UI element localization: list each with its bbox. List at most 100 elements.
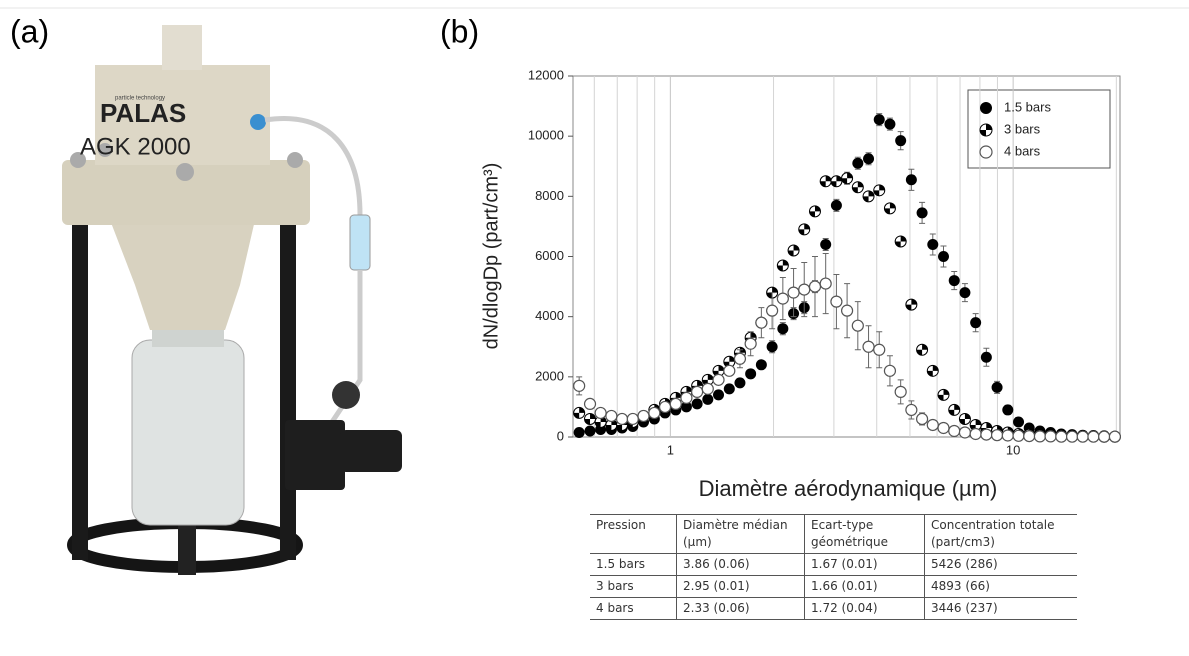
marker — [584, 425, 596, 437]
results-table: Pression Diamètre médian (µm) Ecart-type g… — [590, 514, 1077, 620]
device-text: particle technology — [115, 96, 165, 102]
marker — [883, 364, 897, 377]
marker — [712, 373, 725, 386]
marker-body — [787, 286, 800, 299]
marker-quadrant — [948, 404, 960, 416]
marker-body — [766, 304, 779, 317]
marker — [583, 397, 597, 411]
marker — [691, 385, 704, 398]
marker — [862, 190, 875, 203]
marker — [926, 418, 939, 432]
marker-quadrant — [895, 235, 907, 247]
marker — [605, 418, 618, 431]
marker — [980, 351, 992, 363]
marker — [862, 340, 875, 353]
marker — [734, 377, 746, 389]
marker — [851, 181, 864, 194]
table-cell: 4893 (66) — [924, 575, 1077, 598]
marker — [584, 412, 597, 425]
y-tick-label: 6000 — [535, 248, 564, 263]
marker — [948, 275, 960, 287]
marker — [884, 118, 896, 130]
marker — [916, 343, 929, 356]
marker — [1087, 430, 1100, 443]
marker-body — [1013, 416, 1025, 428]
header-cell: Concentration totale (part/cm3) — [924, 514, 1077, 554]
marker-body — [948, 275, 960, 287]
marker-body — [819, 277, 832, 290]
marker-body — [723, 383, 735, 395]
marker — [895, 135, 907, 147]
y-tick-label: 0 — [557, 428, 564, 443]
marker — [573, 406, 586, 419]
marker-body — [691, 398, 703, 410]
marker-body — [1012, 429, 1025, 442]
marker — [680, 401, 692, 413]
marker-body — [573, 379, 586, 392]
marker — [787, 286, 800, 299]
marker — [970, 317, 982, 329]
marker-body — [605, 409, 618, 423]
marker — [755, 359, 767, 371]
marker — [852, 157, 864, 169]
marker-body — [852, 157, 864, 169]
marker — [766, 341, 778, 353]
marker-quadrant — [820, 175, 832, 187]
marker-body — [637, 409, 650, 423]
marker-quadrant — [863, 190, 875, 202]
marker — [723, 383, 735, 395]
header-row: Pression Diamètre médian (µm) Ecart-type g… — [590, 514, 1077, 554]
marker — [1002, 404, 1014, 416]
marker — [980, 102, 992, 114]
marker — [1012, 429, 1025, 442]
marker-quadrant — [573, 407, 585, 419]
marker-body — [915, 412, 929, 426]
marker — [594, 406, 607, 420]
y-tick-label: 8000 — [535, 188, 564, 203]
legend-label: 4 bars — [1004, 143, 1041, 158]
marker-quadrant — [905, 299, 917, 311]
marker — [787, 244, 800, 257]
marker — [766, 304, 779, 317]
marker-quadrant — [841, 172, 853, 184]
marker-body — [958, 426, 972, 439]
marker-quadrant — [916, 344, 928, 356]
table-cell: 1.66 (0.01) — [804, 575, 925, 598]
marker-quadrant — [937, 389, 949, 401]
marker-quadrant — [884, 202, 896, 214]
y-tick-label: 2000 — [535, 368, 564, 383]
marker — [1066, 430, 1079, 443]
marker — [830, 295, 843, 308]
device-text: PALAS — [100, 98, 186, 128]
marker-body — [755, 359, 767, 371]
marker-body — [669, 397, 682, 411]
marker — [883, 202, 896, 215]
marker-body — [573, 426, 585, 438]
marker — [733, 352, 747, 365]
marker-body — [916, 207, 928, 219]
marker-body — [680, 401, 692, 413]
marker-body — [744, 337, 757, 350]
marker — [777, 323, 789, 335]
marker-body — [798, 283, 811, 296]
y-tick-label: 10000 — [528, 128, 564, 143]
marker-body — [863, 153, 875, 165]
marker — [637, 409, 650, 423]
marker-quadrant — [927, 365, 939, 377]
x-axis-title: Diamètre aérodynamique (µm) — [699, 476, 998, 501]
marker — [615, 412, 629, 426]
table-cell: 1.5 bars — [590, 553, 677, 576]
marker-quadrant — [959, 413, 971, 425]
marker — [1044, 430, 1057, 443]
marker-body — [701, 382, 714, 395]
legend-label: 3 bars — [1004, 121, 1041, 136]
marker — [979, 145, 993, 159]
marker — [958, 426, 972, 439]
marker-quadrant — [970, 419, 982, 431]
marker-quadrant — [809, 205, 821, 217]
marker — [744, 337, 757, 350]
marker-body — [626, 412, 639, 426]
marker — [873, 114, 885, 126]
marker — [894, 385, 907, 398]
